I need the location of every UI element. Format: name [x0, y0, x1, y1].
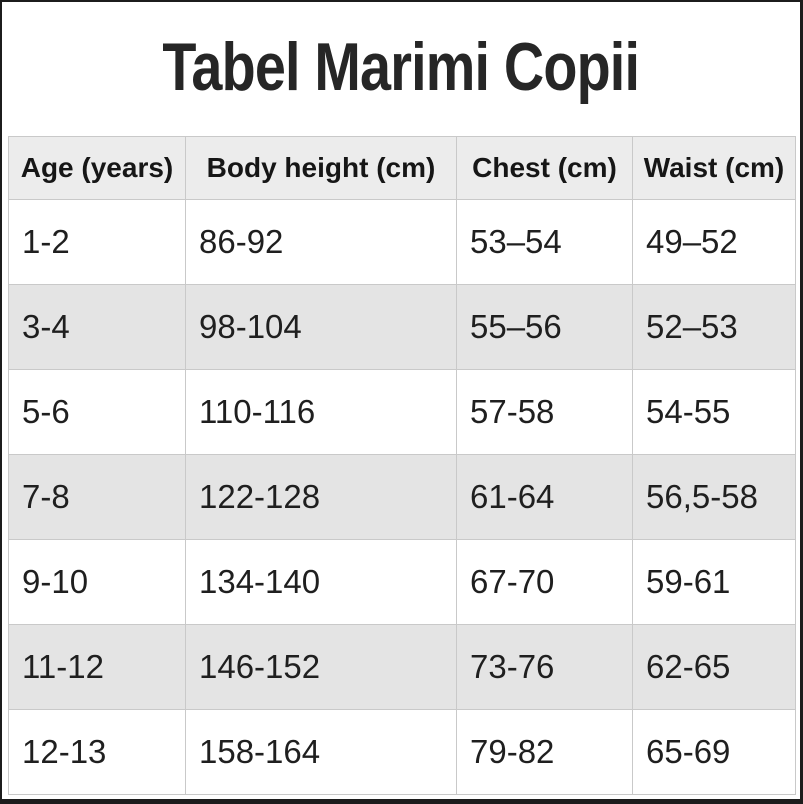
column-header-age: Age (years): [8, 136, 186, 200]
title-container: Tabel Marimi Copii: [2, 30, 800, 105]
table-row: 3-4 98-104 55–56 52–53: [8, 284, 796, 370]
column-header-body-height: Body height (cm): [185, 136, 457, 200]
cell-age: 3-4: [8, 284, 186, 370]
table-row: 11-12 146-152 73-76 62-65: [8, 624, 796, 710]
cell-body-height: 110-116: [185, 369, 457, 455]
cell-age: 11-12: [8, 624, 186, 710]
table-row: 12-13 158-164 79-82 65-69: [8, 709, 796, 795]
page-title: Tabel Marimi Copii: [162, 29, 641, 105]
cell-waist: 65-69: [632, 709, 796, 795]
cell-age: 9-10: [8, 539, 186, 625]
cell-chest: 57-58: [456, 369, 633, 455]
column-header-chest: Chest (cm): [456, 136, 633, 200]
header-row: Age (years) Body height (cm) Chest (cm) …: [8, 136, 796, 200]
column-header-waist: Waist (cm): [632, 136, 796, 200]
cell-waist: 52–53: [632, 284, 796, 370]
cell-chest: 55–56: [456, 284, 633, 370]
table-row: 5-6 110-116 57-58 54-55: [8, 369, 796, 455]
cell-body-height: 146-152: [185, 624, 457, 710]
cell-waist: 54-55: [632, 369, 796, 455]
cell-chest: 53–54: [456, 199, 633, 285]
cell-waist: 56,5-58: [632, 454, 796, 540]
cell-age: 7-8: [8, 454, 186, 540]
cell-body-height: 86-92: [185, 199, 457, 285]
cell-body-height: 134-140: [185, 539, 457, 625]
cell-age: 1-2: [8, 199, 186, 285]
cell-body-height: 158-164: [185, 709, 457, 795]
table-row: 9-10 134-140 67-70 59-61: [8, 539, 796, 625]
cell-chest: 73-76: [456, 624, 633, 710]
cell-chest: 61-64: [456, 454, 633, 540]
cell-chest: 79-82: [456, 709, 633, 795]
cell-waist: 62-65: [632, 624, 796, 710]
children-sizes-table: Age (years) Body height (cm) Chest (cm) …: [8, 136, 796, 795]
cell-waist: 49–52: [632, 199, 796, 285]
cell-body-height: 122-128: [185, 454, 457, 540]
cell-waist: 59-61: [632, 539, 796, 625]
cell-chest: 67-70: [456, 539, 633, 625]
table-row: 7-8 122-128 61-64 56,5-58: [8, 454, 796, 540]
cell-body-height: 98-104: [185, 284, 457, 370]
cell-age: 12-13: [8, 709, 186, 795]
cell-age: 5-6: [8, 369, 186, 455]
table-row: 1-2 86-92 53–54 49–52: [8, 199, 796, 285]
